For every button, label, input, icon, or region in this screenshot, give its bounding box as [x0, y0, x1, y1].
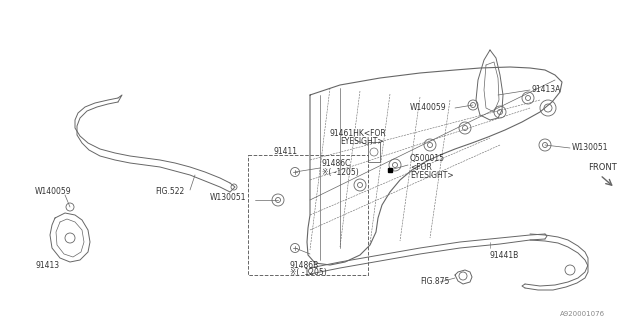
Text: W140059: W140059 [410, 102, 447, 111]
Text: ※( -1205): ※( -1205) [290, 268, 327, 277]
Text: 91486B: 91486B [290, 260, 319, 269]
Text: 91441B: 91441B [490, 251, 519, 260]
Text: 91461HK<FOR: 91461HK<FOR [330, 129, 387, 138]
Text: EYESIGHT>: EYESIGHT> [340, 137, 383, 146]
Text: EYESIGHT>: EYESIGHT> [410, 171, 454, 180]
Text: W130051: W130051 [210, 194, 246, 203]
Text: 91413: 91413 [35, 260, 59, 269]
Text: W130051: W130051 [572, 142, 609, 151]
Text: FIG.875: FIG.875 [420, 277, 449, 286]
Text: 91411: 91411 [273, 148, 297, 156]
Text: W140059: W140059 [35, 188, 72, 196]
Bar [248, 155, 368, 275]
Text: FIG.522: FIG.522 [155, 188, 184, 196]
Text: <FOR: <FOR [410, 163, 432, 172]
Text: 91413A: 91413A [532, 85, 561, 94]
Text: FRONT: FRONT [588, 164, 617, 172]
Text: A920001076: A920001076 [560, 311, 605, 317]
Bar [368, 142, 380, 162]
Text: ※( -1205): ※( -1205) [322, 167, 359, 177]
Text: Q500015: Q500015 [410, 154, 445, 163]
Text: 91486C: 91486C [322, 158, 351, 167]
